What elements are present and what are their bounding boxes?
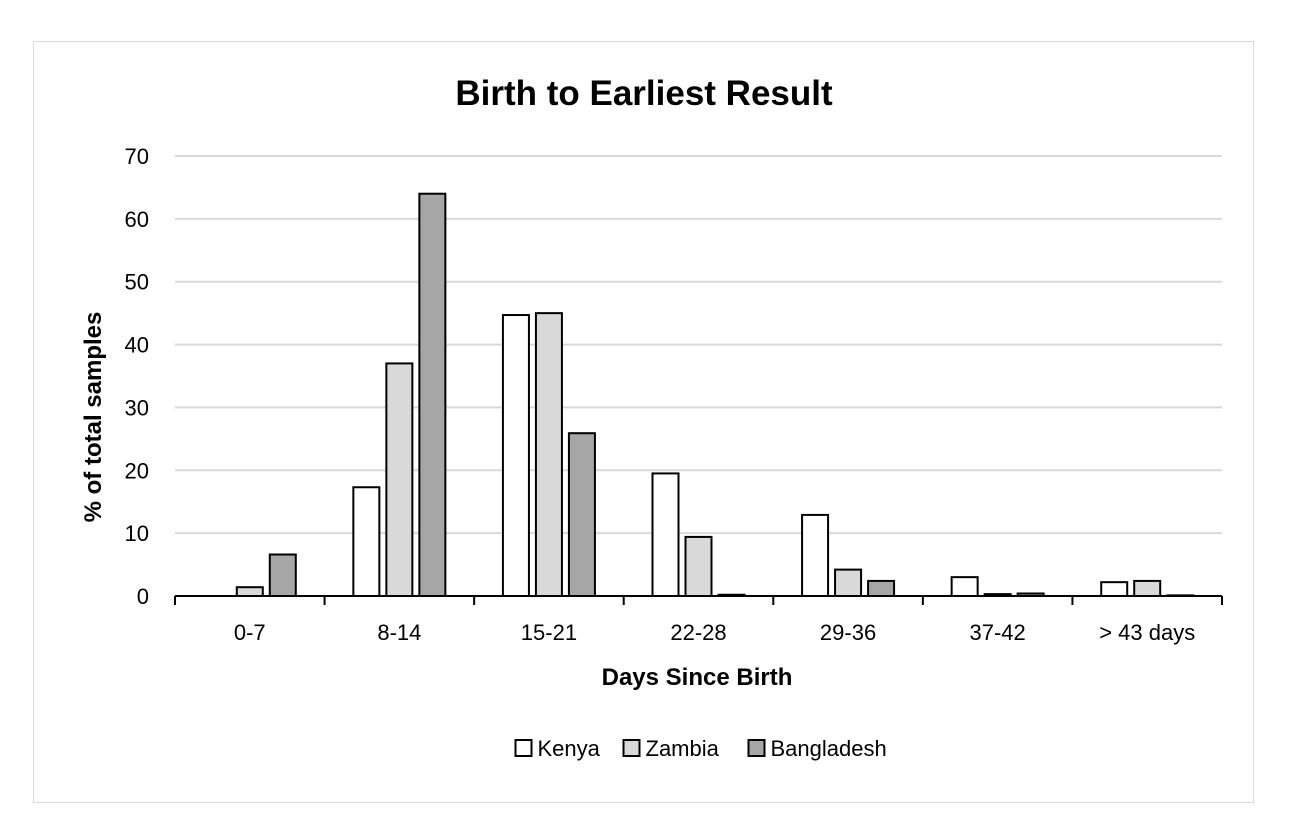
- y-tick-label: 30: [125, 395, 149, 420]
- bar-zambia-1: [235, 586, 264, 598]
- x-tick-label: 15-21: [521, 620, 577, 645]
- y-tick-label: 0: [137, 584, 149, 609]
- bar-zambia-7: [1133, 579, 1162, 598]
- axes: 0 10 20 30 40 50 60 70 0-7 8-14 15-21 22-28 29-36 37-…: [125, 144, 1223, 645]
- bar-zambia-5: [834, 568, 863, 597]
- x-tick-label: 37-42: [970, 620, 1026, 645]
- bar-bangladesh-3: [567, 432, 596, 598]
- legend-swatch: [622, 739, 641, 757]
- bar-chart: Birth to Earliest Result 0 10 20 30 40 50 60 70…: [80, 74, 1223, 761]
- x-tick-label: 8-14: [377, 620, 421, 645]
- gridlines: [175, 155, 1222, 535]
- bar-zambia-2: [385, 362, 414, 597]
- bar-bangladesh-1: [268, 553, 297, 597]
- bar-kenya-2: [352, 486, 381, 597]
- legend-swatch: [514, 739, 533, 757]
- y-tick-label: 60: [125, 207, 149, 232]
- y-tick-label: 20: [125, 458, 149, 483]
- legend-label: Bangladesh: [771, 736, 887, 761]
- legend-label: Kenya: [538, 736, 601, 761]
- legend-swatch: [747, 739, 766, 757]
- chart-frame: Birth to Earliest Result 0 10 20 30 40 50 60 70…: [33, 41, 1254, 803]
- bar-zambia-3: [534, 312, 563, 597]
- bar-kenya-7: [1100, 581, 1129, 598]
- y-tick-label: 10: [125, 521, 149, 546]
- legend: Kenya Zambia Bangladesh: [514, 736, 887, 761]
- bar-bangladesh-5: [867, 579, 896, 598]
- bars: [235, 192, 1195, 598]
- y-axis-title: % of total samples: [80, 312, 107, 523]
- x-tick-label: > 43 days: [1099, 620, 1195, 645]
- bar-kenya-3: [501, 314, 530, 597]
- bar-bangladesh-2: [418, 192, 447, 597]
- bar-zambia-4: [684, 535, 713, 597]
- chart-title: Birth to Earliest Result: [455, 74, 833, 113]
- bar-kenya-6: [950, 576, 979, 598]
- y-tick-label: 40: [125, 333, 149, 358]
- y-tick-label: 50: [125, 270, 149, 295]
- bar-kenya-4: [651, 472, 680, 597]
- x-tick-label: 29-36: [820, 620, 876, 645]
- y-tick-label: 70: [125, 144, 149, 169]
- x-tick-label: 0-7: [234, 620, 266, 645]
- x-tick-label: 22-28: [670, 620, 726, 645]
- x-axis-title: Days Since Birth: [602, 664, 793, 691]
- legend-label: Zambia: [646, 736, 720, 761]
- bar-kenya-5: [801, 513, 830, 597]
